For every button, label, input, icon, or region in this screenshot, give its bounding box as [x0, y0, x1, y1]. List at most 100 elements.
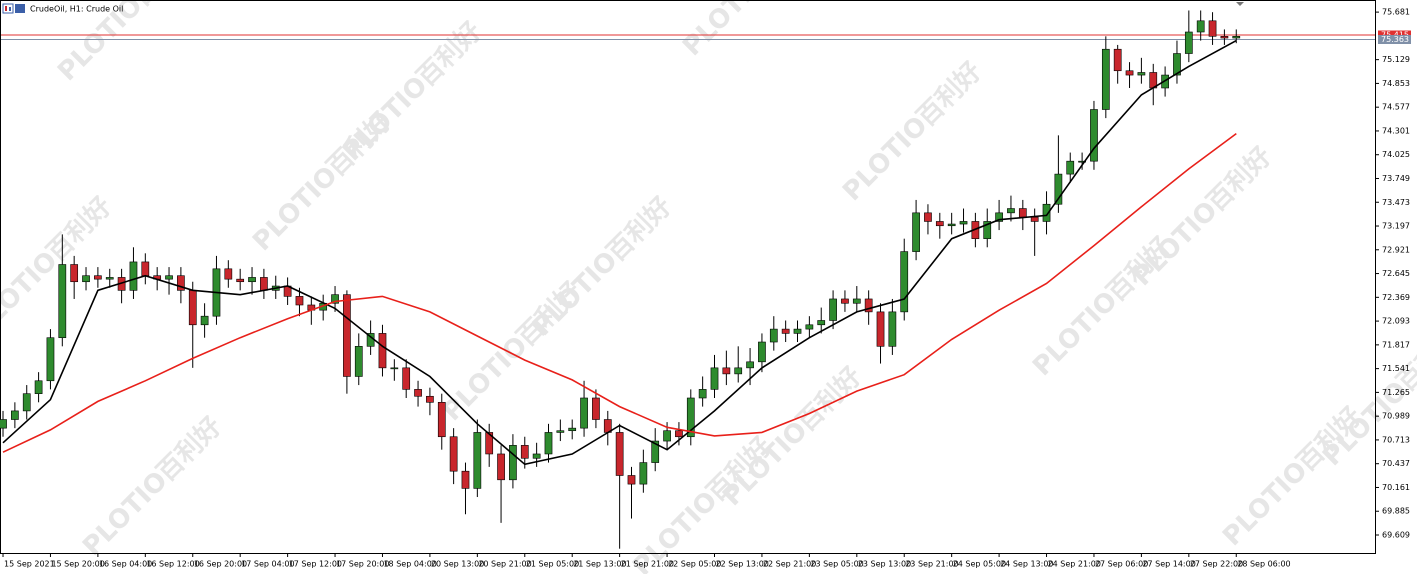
x-tick-label: 21 Sep 13:00 — [573, 560, 626, 569]
icon-box — [15, 4, 25, 13]
candle-body — [675, 430, 683, 438]
x-tick-label: 22 Sep 21:00 — [763, 560, 816, 569]
candle-body — [568, 427, 577, 432]
watermark-text: PLOTIO — [1217, 456, 1313, 552]
y-tick-label: 72.645 — [1382, 269, 1410, 278]
candle-body — [1007, 208, 1015, 214]
candle-body — [746, 361, 754, 369]
x-tick-label: 27 Sep 22:00 — [1190, 560, 1243, 569]
price-label: 75.363 — [1381, 35, 1409, 44]
x-tick-label: 21 Sep 21:00 — [621, 560, 674, 569]
watermark-text: 百利好 — [601, 191, 677, 267]
candle-body — [1196, 20, 1205, 33]
y-tick-label: 74.301 — [1382, 126, 1410, 135]
candle-body — [248, 277, 256, 283]
candle-body — [698, 389, 707, 399]
candle-body — [817, 320, 826, 326]
candle-body — [841, 298, 849, 304]
x-tick-label: 21 Sep 05:00 — [526, 560, 579, 569]
icon-bar — [9, 7, 11, 11]
watermark-text: PLOTIO — [337, 71, 433, 167]
candle-body — [165, 275, 173, 280]
candle-body — [1078, 160, 1086, 163]
candle-body — [260, 277, 268, 291]
y-tick-label: 74.025 — [1382, 150, 1410, 159]
y-tick-label: 69.885 — [1382, 507, 1410, 516]
candle-body — [58, 264, 67, 339]
candle-body — [94, 275, 102, 280]
candle-body — [1101, 48, 1110, 110]
watermark-text: 百利好 — [41, 191, 117, 267]
watermark-text: 百利好 — [411, 16, 487, 92]
candle-body — [22, 393, 31, 412]
candle-body — [651, 440, 660, 463]
candle-body — [200, 315, 209, 326]
symbol-icon — [2, 3, 25, 14]
candle-body — [354, 346, 363, 377]
y-tick-label: 73.749 — [1382, 174, 1410, 183]
ma-line — [2, 132, 1237, 453]
x-tick-label: 24 Sep 05:00 — [953, 560, 1006, 569]
y-tick-label: 72.921 — [1382, 245, 1410, 254]
candle-body — [141, 261, 150, 277]
y-tick-label: 72.369 — [1382, 293, 1410, 302]
x-tick-label: 27 Sep 06:00 — [1095, 560, 1148, 569]
candle-body — [876, 311, 885, 347]
candle-body — [378, 333, 387, 369]
icon-bar — [5, 6, 7, 11]
candle-body — [70, 264, 79, 283]
x-tick-label: 17 Sep 12:00 — [289, 560, 342, 569]
candle-body — [959, 221, 968, 225]
candle-body — [663, 430, 671, 442]
candle-body — [1054, 173, 1063, 205]
candle-body — [437, 401, 446, 438]
candle-body — [0, 419, 7, 429]
candle-body — [236, 278, 245, 283]
x-tick-label: 23 Sep 21:00 — [905, 560, 958, 569]
candle-body — [426, 395, 434, 403]
x-tick-label: 15 Sep 20:00 — [51, 560, 104, 569]
candle-body — [935, 221, 944, 227]
candle-body — [82, 275, 90, 283]
y-tick-label: 75.129 — [1382, 55, 1410, 64]
x-tick-label: 16 Sep 12:00 — [146, 560, 199, 569]
watermark-text: PLOTIO — [247, 161, 343, 257]
candle-body — [1173, 53, 1181, 76]
candle-body — [983, 221, 992, 239]
candle-body — [46, 337, 55, 382]
watermark-text: PLOTIO — [1027, 286, 1123, 382]
candle-body — [864, 298, 873, 313]
candle-body — [544, 432, 553, 455]
candle-body — [1066, 160, 1075, 175]
candle-body — [852, 298, 861, 304]
watermark-text: 百利好 — [1201, 141, 1277, 217]
candle-body — [497, 453, 505, 481]
y-tick-label: 74.577 — [1382, 103, 1410, 112]
candle-body — [829, 298, 837, 321]
candle-body — [639, 462, 648, 485]
x-tick-label: 22 Sep 13:00 — [716, 560, 769, 569]
candle-body — [1137, 72, 1146, 76]
y-tick-label: 75.681 — [1382, 8, 1410, 17]
x-tick-label: 18 Sep 04:00 — [383, 560, 436, 569]
plot-frame — [0, 0, 1376, 554]
candle-body — [1232, 36, 1241, 39]
candle-body — [520, 445, 529, 459]
x-tick-label: 27 Sep 14:00 — [1142, 560, 1195, 569]
candle-body — [1113, 48, 1122, 72]
y-tick-label: 74.853 — [1382, 79, 1410, 88]
candle-body — [900, 251, 909, 313]
y-tick-label: 73.473 — [1382, 198, 1410, 207]
candle-body — [805, 324, 814, 330]
watermark-text: PLOTIO — [677, 0, 773, 62]
x-tick-label: 17 Sep 04:00 — [241, 560, 294, 569]
candle-body — [485, 432, 494, 455]
candle-body — [1030, 216, 1039, 222]
candle-body — [686, 397, 695, 438]
candle-body — [1125, 70, 1134, 76]
candle-body — [449, 436, 458, 472]
